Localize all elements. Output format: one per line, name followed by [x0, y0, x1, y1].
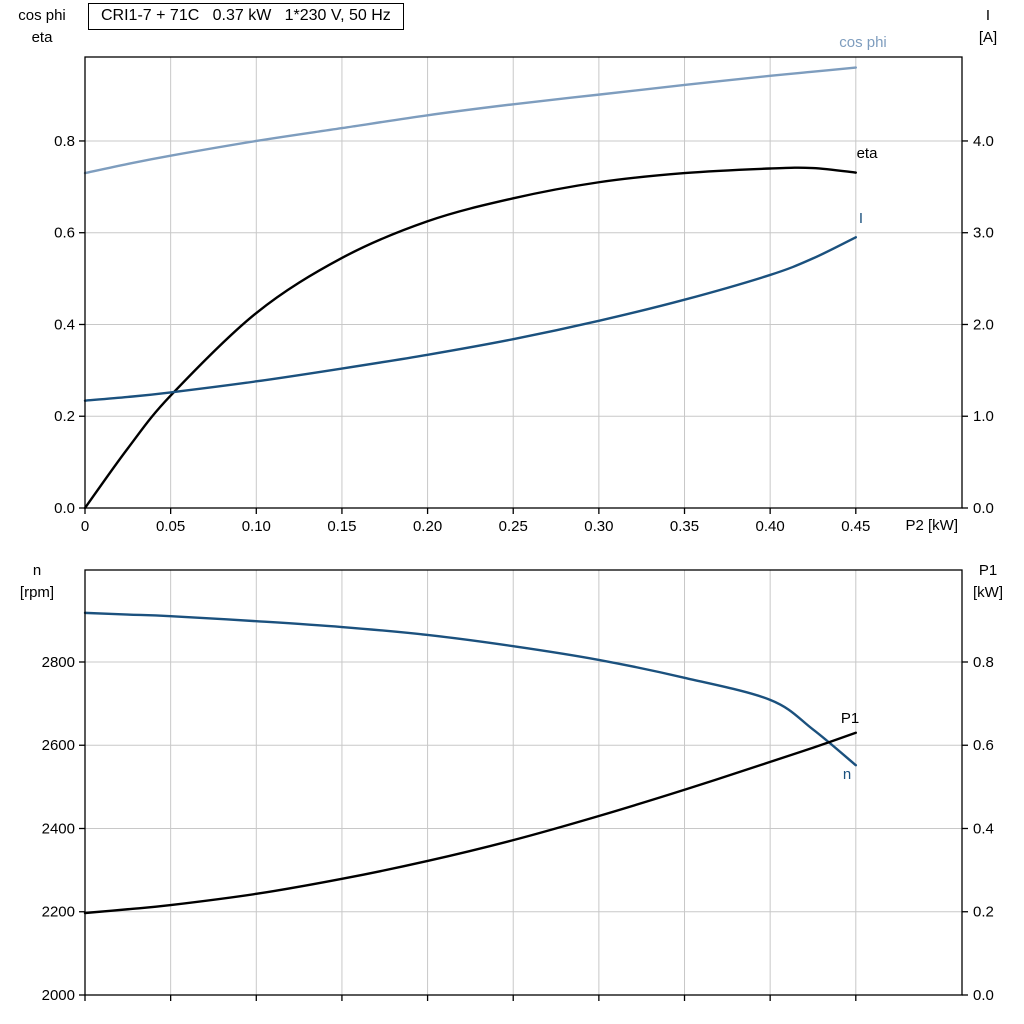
plot-frame [84, 56, 963, 509]
plot-frame [84, 569, 963, 996]
tick-label-left: 2000 [42, 987, 75, 1004]
tick-label-right: 0.6 [973, 737, 994, 754]
top-chart-right-axis-title: I [A] [958, 5, 1018, 49]
tick-label-right: 0.0 [973, 500, 994, 517]
curve-label-p1: P1 [841, 710, 859, 727]
curve-label-eta: eta [857, 145, 879, 162]
axis-label-line: cos phi [18, 7, 66, 24]
tick-label-left: 2200 [42, 904, 75, 921]
tick-label-left: 0.4 [54, 316, 75, 333]
tick-label-bottom: 0.15 [327, 518, 356, 535]
tick-label-right: 3.0 [973, 225, 994, 242]
tick-label-bottom: 0.05 [156, 518, 185, 535]
bottom-chart-right-axis-title: P1 [kW] [958, 560, 1018, 604]
tick-label-right: 0.0 [973, 987, 994, 1004]
tick-label-right: 0.2 [973, 904, 994, 921]
tick-label-right: 2.0 [973, 316, 994, 333]
tick-label-left: 2600 [42, 737, 75, 754]
tick-label-right: 0.8 [973, 654, 994, 671]
curve-eta [83, 166, 857, 510]
tick-label-left: 0.8 [54, 133, 75, 150]
plot-area [85, 570, 962, 995]
plot-area [85, 57, 962, 508]
axis-label-line: n [32, 562, 42, 579]
axis-label-line: eta [31, 29, 53, 46]
tick-label-bottom: 0.20 [413, 518, 442, 535]
chart-title: CRI1-7 + 71C 0.37 kW 1*230 V, 50 Hz [88, 3, 404, 30]
curve-label-n: n [843, 766, 851, 783]
tick-label-bottom: 0.10 [242, 518, 271, 535]
tick-label-bottom: 0.25 [499, 518, 528, 535]
tick-label-right: 0.4 [973, 820, 994, 837]
axis-label-line: I [985, 7, 991, 24]
tick-label-left: 2800 [42, 654, 75, 671]
axis-label-line: [kW] [973, 584, 1003, 601]
tick-label-right: 4.0 [973, 133, 994, 150]
axis-label-line: P1 [978, 562, 998, 579]
curve-p1 [83, 731, 857, 915]
tick-label-right: 1.0 [973, 408, 994, 425]
tick-label-bottom: 0.35 [670, 518, 699, 535]
tick-label-bottom: 0.45 [841, 518, 870, 535]
bottom-chart-left-axis-title: n [rpm] [6, 560, 68, 604]
curve-label-cos-phi: cos phi [839, 34, 887, 51]
tick-label-bottom: 0 [81, 518, 89, 535]
tick-label-left: 0.0 [54, 500, 75, 517]
curve-i [83, 236, 857, 402]
curve-label-i: I [859, 210, 863, 227]
curve-n [83, 611, 857, 767]
tick-label-bottom: 0.40 [756, 518, 785, 535]
curve-cos-phi [83, 66, 857, 175]
axis-label-line: [rpm] [19, 584, 55, 601]
chart-motor-mechanical: 2000 2200 2400 2600 2800 0.0 0.2 0.4 0.6 0.8 n P1 [42, 569, 994, 1004]
tick-label-left: 2400 [42, 820, 75, 837]
top-chart-left-axis-title: cos phi eta [6, 5, 78, 49]
chart-motor-electrical: 0.0 0.2 0.4 0.6 0.8 0.0 1.0 2.0 3.0 4.0 0 0.05 0.10 0… [54, 34, 994, 535]
x-axis-label: P2 [kW] [905, 517, 958, 534]
tick-label-left: 0.2 [54, 408, 75, 425]
axis-label-line: [A] [978, 29, 998, 46]
tick-label-bottom: 0.30 [584, 518, 613, 535]
tick-label-left: 0.6 [54, 225, 75, 242]
